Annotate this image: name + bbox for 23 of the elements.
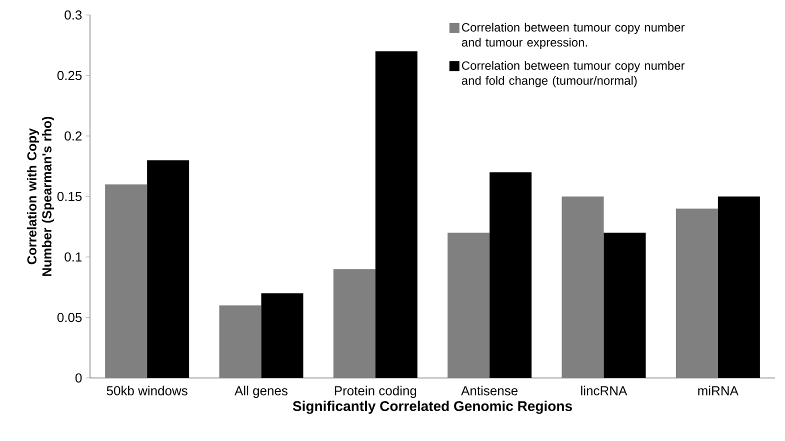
x-tick-label: miRNA [698, 386, 738, 396]
bar [562, 196, 604, 378]
y-axis-title: Correlation with Copy Number (Spearman's rho) [26, 116, 54, 276]
x-tick-label: lincRNA [581, 386, 628, 396]
x-tick-label: 50kb windows [106, 386, 188, 396]
legend-label: Correlation between tumour copy number and tumour expression. [462, 22, 685, 50]
bar [676, 208, 718, 378]
x-tick-label: Antisense [461, 386, 518, 396]
legend-label: Correlation between tumour copy number and fold change (tumour/normal) [462, 61, 685, 88]
bar [105, 184, 148, 378]
y-tick-label: 0.1 [64, 252, 82, 262]
y-tick-label: 0.3 [64, 10, 82, 20]
y-tick-label: 0 [75, 373, 82, 383]
bar [333, 269, 376, 378]
y-tick-label: 0.2 [64, 131, 82, 141]
x-tick-label: Protein coding [334, 386, 416, 398]
bar [448, 232, 490, 378]
bar [219, 305, 262, 378]
y-tick-label: 0.25 [57, 70, 82, 80]
x-tick-label: All genes [234, 386, 288, 398]
x-axis-title: Significantly Correlated Genomic Regions [292, 400, 572, 414]
y-tick-label: 0.05 [57, 312, 82, 322]
y-tick-label: 0.15 [57, 192, 82, 202]
